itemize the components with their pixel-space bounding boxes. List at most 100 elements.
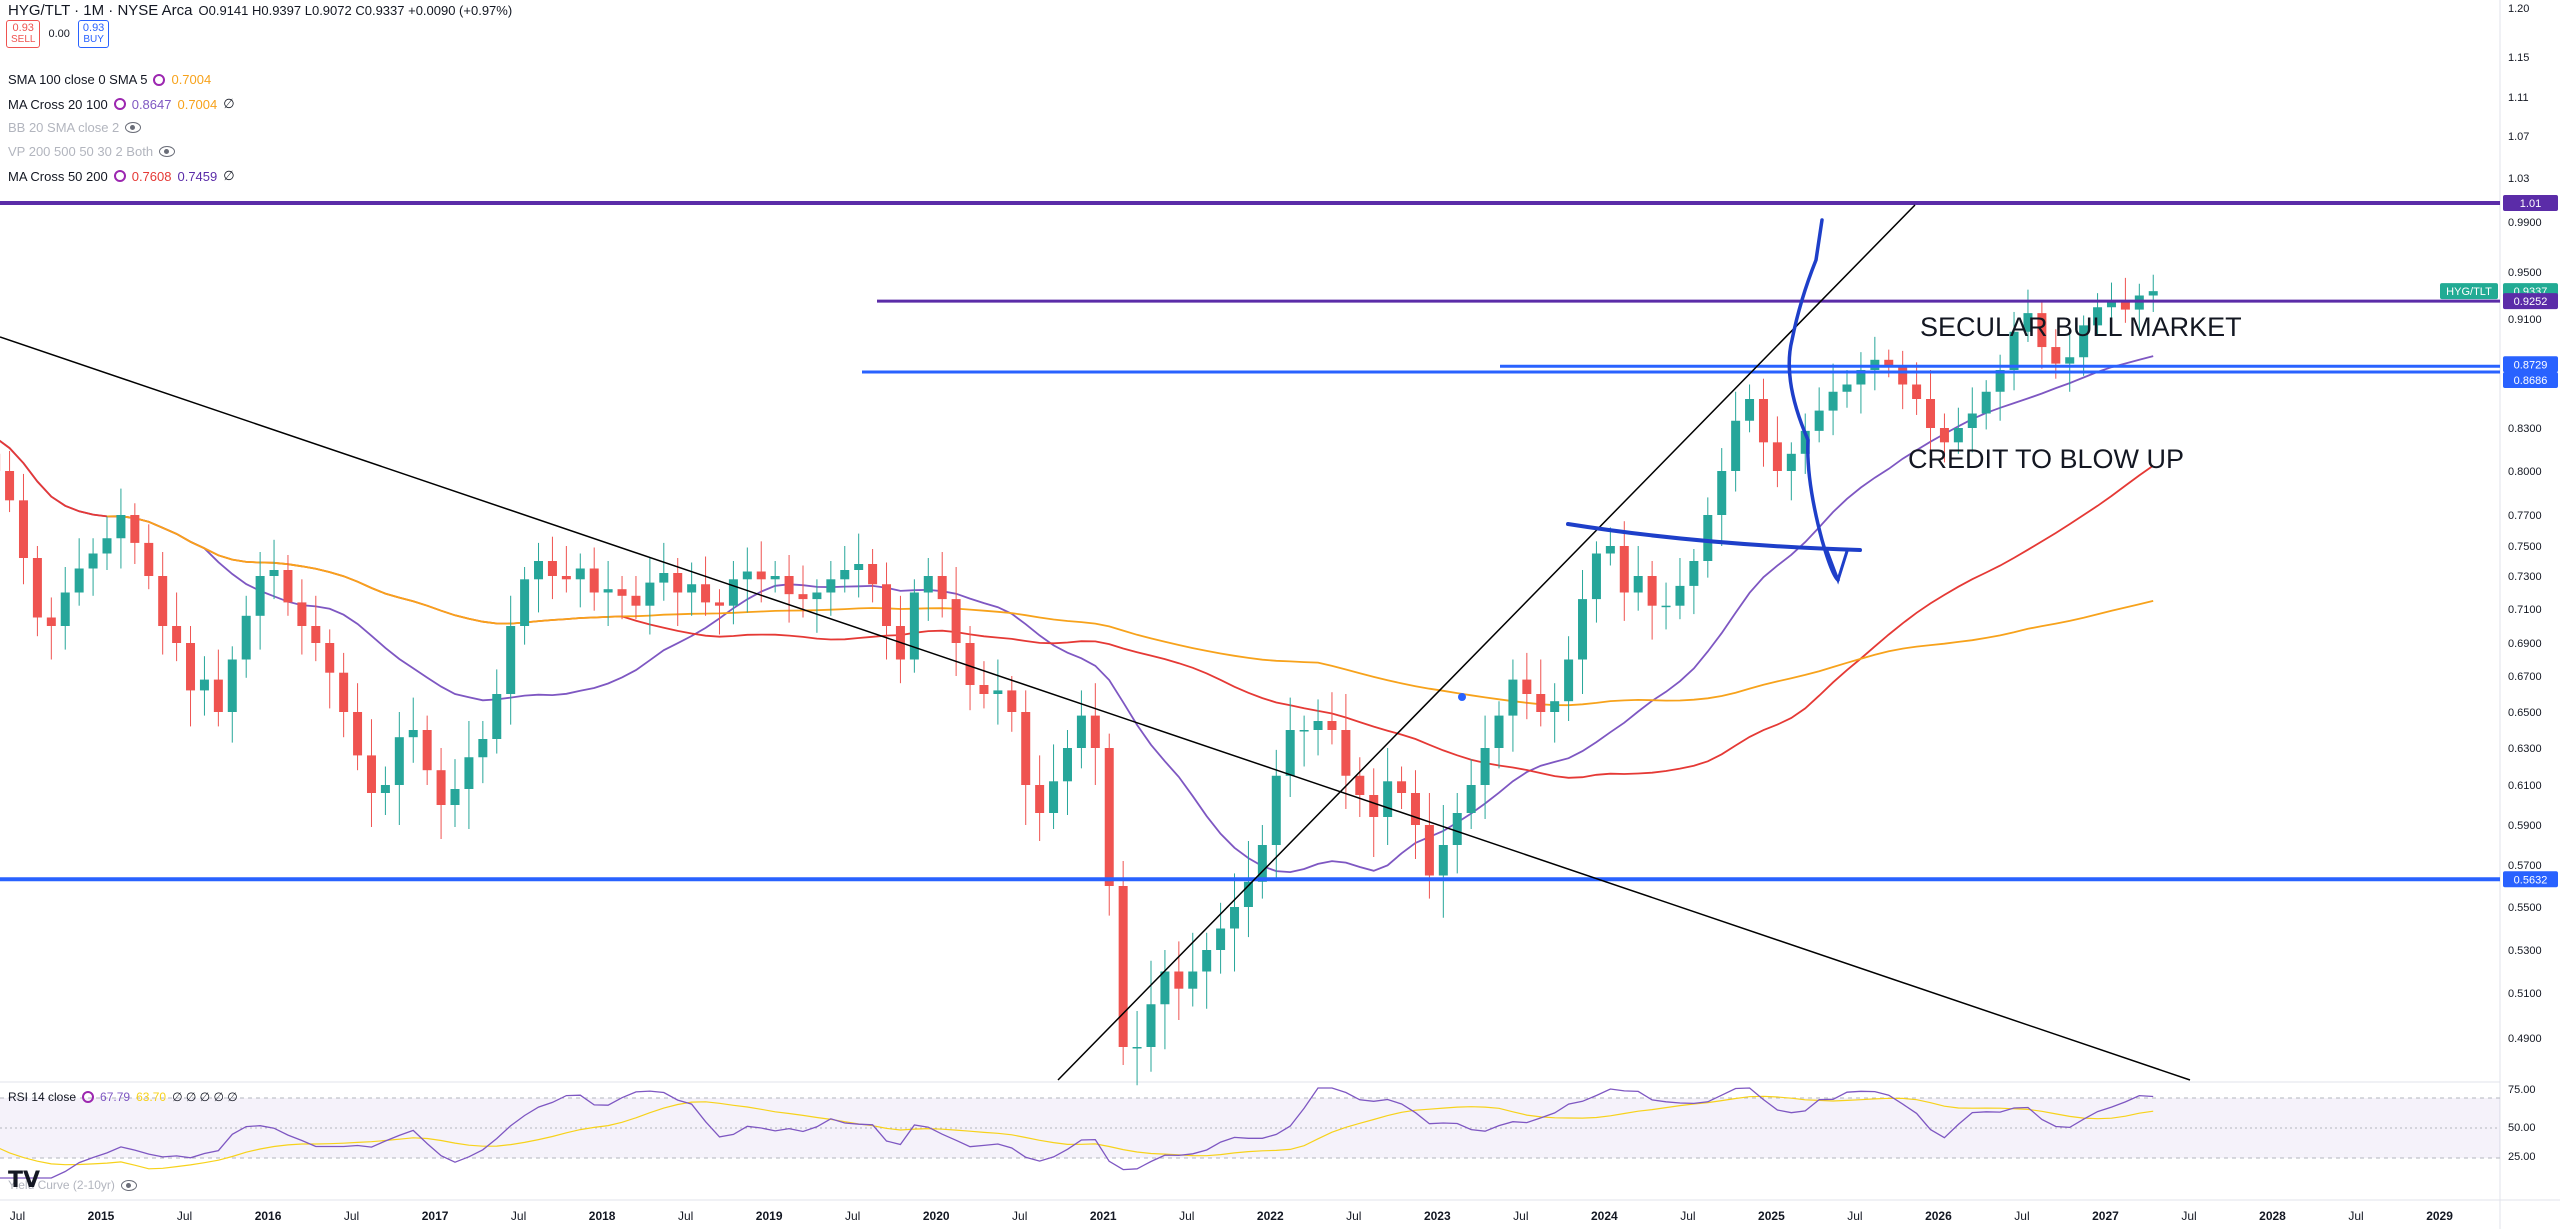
price-tick-label: 1.20	[2508, 3, 2529, 15]
candle-body	[5, 471, 15, 501]
candle-body	[631, 595, 641, 606]
candle-body	[1926, 399, 1936, 428]
symbol-title[interactable]: HYG/TLT · 1M · NYSE Arca	[8, 2, 193, 19]
indicator-ma-cross-20-100[interactable]: MA Cross 20 100 0.8647 0.7004 ∅	[8, 96, 235, 112]
candle-body	[1174, 971, 1184, 989]
candle-body	[589, 568, 599, 593]
time-tick-label: 2022	[1257, 1209, 1284, 1223]
candle-body	[520, 579, 530, 626]
time-tick-label: 2017	[422, 1209, 449, 1223]
candle-body	[854, 564, 864, 570]
candle-body	[297, 602, 307, 626]
candle-body	[199, 679, 209, 691]
candle-body	[464, 757, 474, 789]
candle-body	[2079, 325, 2089, 358]
candle-body	[241, 615, 251, 660]
candle-body	[1842, 384, 1852, 392]
price-tick-label: 0.6900	[2508, 638, 2542, 650]
trade-buttons: 0.93 SELL 0.00 0.93 BUY	[6, 20, 110, 48]
candle-body	[1995, 370, 2005, 392]
price-badge-label: 0.8686	[2514, 375, 2548, 387]
price-tick-label: 0.9100	[2508, 314, 2542, 326]
candle-body	[951, 599, 961, 643]
time-tick-label: Jul	[1346, 1209, 1361, 1223]
indicator-sma100[interactable]: SMA 100 close 0 SMA 5 0.7004	[8, 72, 211, 87]
time-tick-label: Jul	[1680, 1209, 1695, 1223]
candle-body	[2051, 347, 2061, 364]
time-tick-label: Jul	[845, 1209, 860, 1223]
price-tick-label: 0.7300	[2508, 571, 2542, 583]
annotation-secular-bull-market[interactable]: SECULAR BULL MARKET	[1920, 312, 2242, 342]
indicator-bb-name: BB 20 SMA close 2	[8, 120, 120, 135]
price-tick-label: 0.5100	[2508, 988, 2542, 1000]
indicator-bb[interactable]: BB 20 SMA close 2	[8, 120, 142, 135]
buy-button[interactable]: 0.93 BUY	[77, 20, 110, 48]
annotation-credit-to-blow-up[interactable]: CREDIT TO BLOW UP	[1908, 444, 2185, 474]
price-badge-label: 1.01	[2520, 198, 2541, 210]
time-tick-label: 2016	[255, 1209, 282, 1223]
hidden-eye-icon[interactable]	[125, 122, 142, 133]
hidden-eye-icon[interactable]	[120, 1179, 137, 1191]
candles	[0, 274, 2158, 1086]
candle-body	[812, 592, 822, 600]
candle-body	[2065, 357, 2075, 364]
indicator-ma-cross-50-200-v1: 0.7608	[131, 168, 172, 184]
price-badge-label: 0.9252	[2514, 296, 2548, 308]
candle-body	[742, 571, 752, 580]
candle-body	[2148, 291, 2158, 296]
candle-body	[2009, 331, 2019, 370]
indicator-ma-cross-50-200[interactable]: MA Cross 50 200 0.7608 0.7459 ∅	[8, 168, 235, 184]
candle-body	[979, 685, 989, 694]
candle-body	[1257, 845, 1267, 882]
indicator-ma-cross-50-200-name: MA Cross 50 200	[8, 168, 108, 184]
time-tick-label: 2029	[2426, 1209, 2453, 1223]
candle-body	[603, 589, 613, 593]
candle-body	[770, 576, 780, 580]
candle-body	[102, 538, 112, 554]
candle-body	[1327, 721, 1337, 730]
candle-body	[1508, 679, 1518, 716]
settings-icon[interactable]	[113, 98, 126, 110]
time-tick-label: 2027	[2092, 1209, 2119, 1223]
uptrend-line	[1057, 204, 1916, 1081]
candle-body	[353, 712, 363, 756]
candle-body	[506, 626, 516, 694]
hidden-eye-icon[interactable]	[159, 146, 176, 157]
candle-body	[269, 570, 279, 576]
settings-icon[interactable]	[82, 1091, 95, 1103]
candle-body	[1021, 712, 1031, 785]
sell-button[interactable]: 0.93 SELL	[6, 20, 41, 48]
rsi-legend[interactable]: RSI 14 close 67.79 63.70 ∅ ∅ ∅ ∅ ∅	[8, 1090, 238, 1104]
candle-body	[1132, 1047, 1142, 1049]
candle-body	[1188, 971, 1198, 989]
candle-body	[1633, 576, 1643, 593]
indicator-vp[interactable]: VP 200 500 50 30 2 Both	[8, 144, 176, 159]
candle-body	[1104, 748, 1114, 886]
candle-body	[1160, 971, 1170, 1005]
time-tick-label: Jul	[1179, 1209, 1194, 1223]
price-tick-label: 0.6700	[2508, 671, 2542, 683]
rsi-label: RSI 14 close	[8, 1090, 77, 1104]
yield-curve-legend[interactable]: Yield Curve (2-10yr)	[8, 1178, 137, 1192]
time-tick-label: Jul	[344, 1209, 359, 1223]
time-tick-label: Jul	[2348, 1209, 2363, 1223]
candle-body	[18, 500, 28, 558]
indicator-sma100-value: 0.7004	[171, 72, 212, 87]
candle-body	[1383, 781, 1393, 817]
candle-body	[645, 582, 655, 606]
candle-body	[701, 584, 711, 603]
candle-body	[2106, 301, 2116, 308]
settings-icon[interactable]	[113, 170, 126, 182]
candle-body	[1285, 730, 1295, 776]
settings-icon[interactable]	[153, 73, 166, 86]
candle-body	[937, 576, 947, 600]
candle-body	[1049, 781, 1059, 813]
candle-body	[186, 643, 196, 691]
candle-body	[1397, 781, 1407, 793]
price-tick-label: 0.5900	[2508, 820, 2542, 832]
price-tick-label: 0.5700	[2508, 860, 2542, 872]
ohlc-readout: O0.9141 H0.9397 L0.9072 C0.9337 +0.0090 …	[198, 3, 513, 18]
candle-body	[2093, 307, 2103, 326]
time-tick-label: 2025	[1758, 1209, 1785, 1223]
